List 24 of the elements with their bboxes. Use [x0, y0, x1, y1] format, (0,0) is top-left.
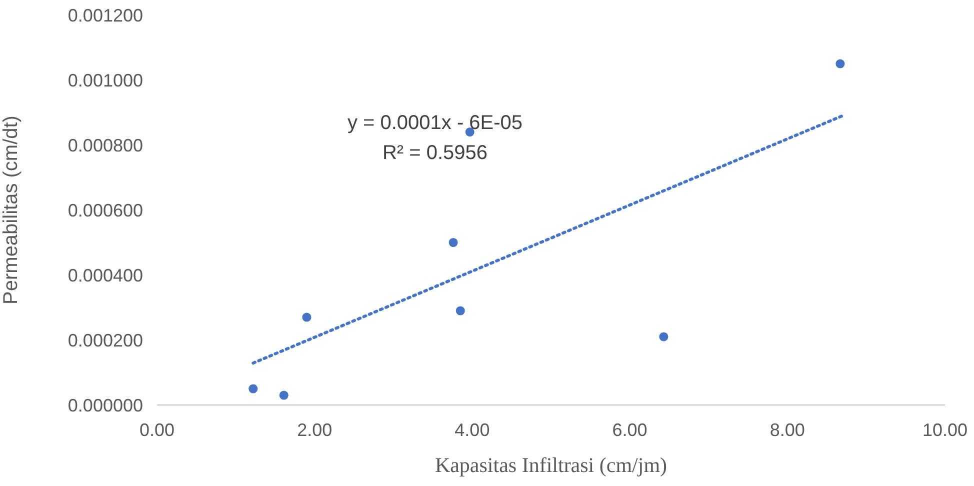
point: [448, 238, 458, 248]
x-tick-label: 2.00: [297, 420, 332, 440]
x-tick-label: 4.00: [454, 420, 490, 440]
annotation: R² = 0.5956: [381, 142, 489, 165]
y-tick-label: 0.001200: [68, 5, 143, 26]
y-tick-label: 0.000400: [68, 265, 143, 286]
y-axis-title: Permeabilitas (cm/dt): [0, 116, 22, 304]
x-tick-label: 8.00: [770, 420, 805, 440]
point: [248, 384, 258, 394]
point: [279, 390, 288, 400]
x-axis-title: Kapasitas Infiltrasi (cm/jm): [434, 453, 668, 477]
point: [659, 332, 668, 342]
point: [836, 59, 845, 68]
point: [456, 306, 465, 316]
x-tick-label: 0.00: [139, 420, 175, 440]
y-tick-label: 0.000200: [68, 330, 143, 350]
point: [302, 312, 312, 322]
y-tick-label: 0.000000: [68, 395, 143, 416]
y-tick-label: 0.001000: [68, 70, 143, 90]
y-tick-label: 0.000600: [68, 200, 143, 220]
x-tick-label: 6.00: [612, 420, 648, 440]
annotation: y = 0.0001x - 6E-05: [346, 112, 524, 135]
x-tick-label: 10.00: [922, 420, 968, 440]
y-tick-label: 0.000800: [68, 135, 143, 156]
